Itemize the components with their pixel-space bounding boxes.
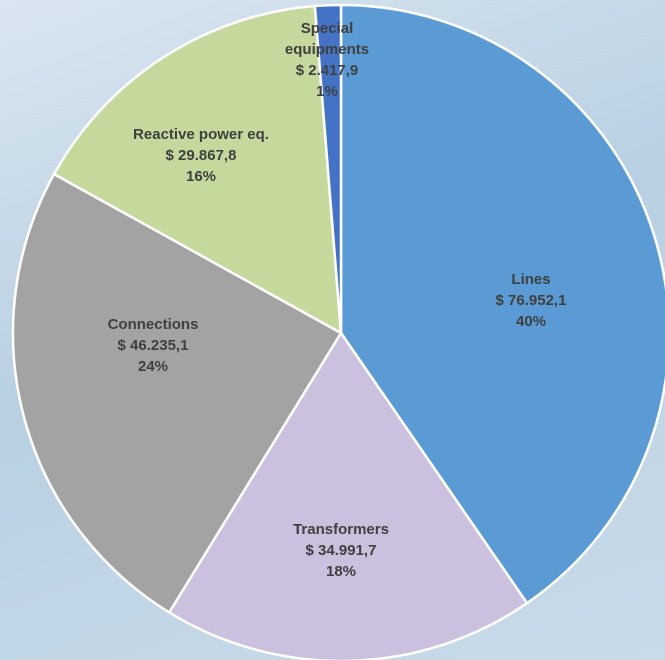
category-label: Lines xyxy=(461,269,601,290)
category-label: Connections xyxy=(78,314,228,335)
percent-label: 18% xyxy=(266,561,416,582)
value-label: $ 29.867,8 xyxy=(126,145,276,166)
value-label: $ 34.991,7 xyxy=(266,540,416,561)
category-label: Special equipments xyxy=(277,18,377,60)
chart: Lines$ 76.952,140% Transformers$ 34.991,7… xyxy=(0,0,665,660)
percent-label: 16% xyxy=(126,166,276,187)
value-label: $ 76.952,1 xyxy=(461,290,601,311)
category-label: Transformers xyxy=(266,519,416,540)
value-label: $ 46.235,1 xyxy=(78,335,228,356)
value-label: $ 2.417,9 xyxy=(277,60,377,81)
percent-label: 40% xyxy=(461,311,601,332)
category-label: Reactive power eq. xyxy=(126,124,276,145)
percent-label: 24% xyxy=(78,356,228,377)
percent-label: 1% xyxy=(277,81,377,102)
